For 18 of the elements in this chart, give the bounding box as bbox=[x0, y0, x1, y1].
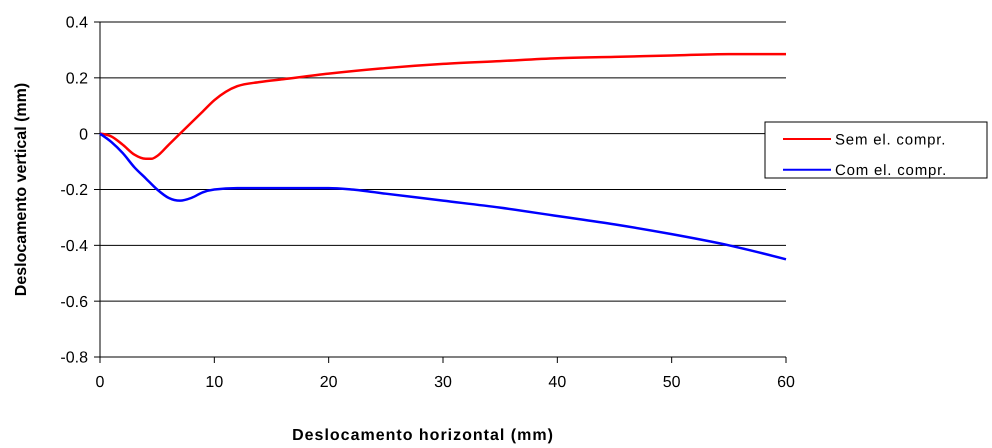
y-tick-label: 0.2 bbox=[66, 70, 88, 88]
y-tick-label: -0.6 bbox=[60, 294, 88, 311]
x-tick-label: 30 bbox=[434, 374, 452, 391]
x-tick-label: 10 bbox=[205, 374, 224, 391]
y-tick-label: 0 bbox=[79, 126, 88, 144]
x-tick-label: 60 bbox=[777, 374, 795, 391]
y-tick-label: -0.8 bbox=[60, 350, 88, 367]
x-tick-label: 20 bbox=[320, 374, 338, 391]
y-tick-label: -0.2 bbox=[60, 182, 88, 200]
legend-label: Sem el. compr. bbox=[835, 131, 946, 148]
y-tick-label: -0.4 bbox=[60, 238, 88, 255]
x-axis-title: Deslocamento horizontal (mm) bbox=[292, 427, 554, 444]
x-tick-label: 40 bbox=[548, 374, 566, 391]
y-axis-title: Deslocamento vertical (mm) bbox=[13, 82, 30, 296]
legend-label: Com el. compr. bbox=[835, 162, 948, 180]
y-tick-label: 0.4 bbox=[66, 14, 88, 32]
x-tick-label: 0 bbox=[96, 374, 105, 391]
x-tick-label: 50 bbox=[662, 374, 681, 391]
